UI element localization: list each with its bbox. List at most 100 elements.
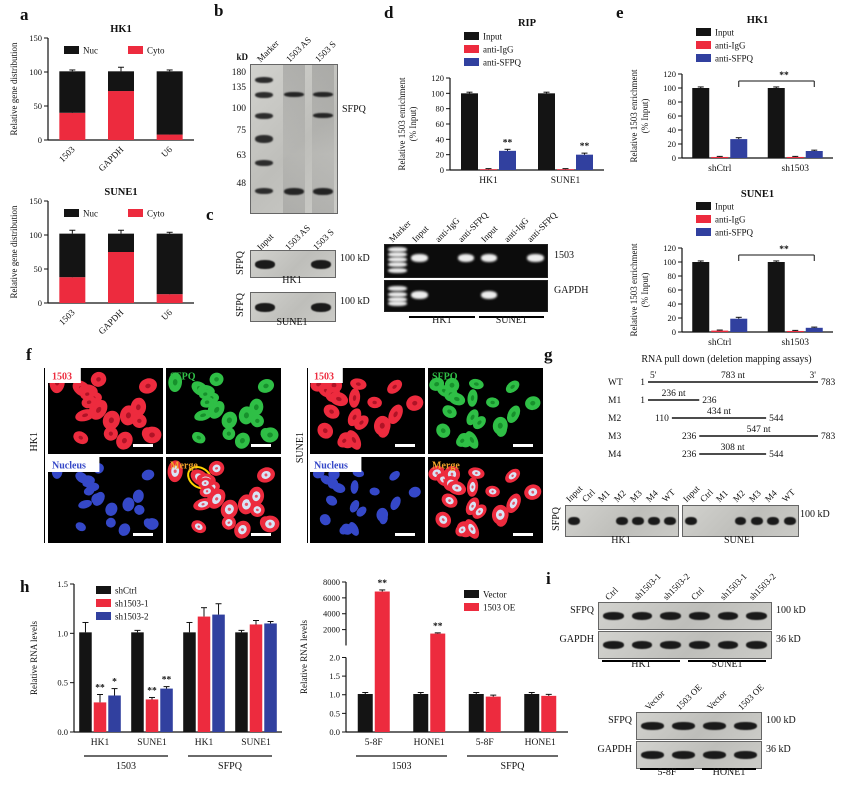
if-tile-sfpq: SFPQ bbox=[428, 368, 543, 454]
channel-label: Merge bbox=[170, 461, 198, 472]
marker-band bbox=[255, 76, 273, 83]
svg-text:8000: 8000 bbox=[323, 577, 340, 587]
protein-band bbox=[746, 641, 767, 649]
svg-text:**: ** bbox=[378, 579, 388, 589]
svg-text:2000: 2000 bbox=[323, 625, 340, 635]
svg-text:236: 236 bbox=[682, 450, 697, 460]
svg-text:Relative RNA levels: Relative RNA levels bbox=[299, 620, 309, 694]
protein-band bbox=[480, 290, 498, 299]
protein-band bbox=[312, 187, 333, 195]
svg-text:M1: M1 bbox=[608, 396, 621, 406]
marker-band bbox=[388, 291, 407, 297]
svg-text:110: 110 bbox=[655, 414, 669, 424]
cell-line-label: HK1 bbox=[282, 275, 302, 286]
svg-text:anti-SFPQ: anti-SFPQ bbox=[715, 228, 754, 238]
protein-band bbox=[746, 612, 767, 620]
svg-text:SFPQ: SFPQ bbox=[218, 761, 243, 772]
svg-text:anti-SFPQ: anti-SFPQ bbox=[483, 58, 522, 68]
svg-text:Input: Input bbox=[483, 32, 502, 42]
chart-d-rip: 0 20 40 60 80 100 120 RIP Relative 1503 enrichme… bbox=[397, 18, 604, 186]
svg-text:anti-SFPQ: anti-SFPQ bbox=[715, 54, 754, 64]
svg-text:**: ** bbox=[580, 142, 590, 152]
lane-label: Input bbox=[479, 223, 500, 244]
svg-text:HONE1: HONE1 bbox=[525, 738, 556, 748]
svg-text:544: 544 bbox=[769, 450, 784, 460]
protein-band bbox=[603, 641, 624, 649]
svg-text:40: 40 bbox=[668, 125, 677, 135]
lane-label: Input bbox=[681, 483, 702, 504]
protein-band bbox=[689, 641, 710, 649]
svg-text:Relative gene distribution: Relative gene distribution bbox=[9, 205, 19, 298]
svg-text:**: ** bbox=[147, 686, 157, 696]
marker-band bbox=[388, 296, 407, 302]
panel-h-label: h bbox=[20, 577, 30, 596]
protein-band bbox=[631, 641, 653, 649]
marker-band bbox=[388, 247, 407, 253]
svg-text:0.0: 0.0 bbox=[329, 727, 340, 737]
lane-label: Vector bbox=[642, 688, 667, 712]
svg-text:50: 50 bbox=[34, 101, 43, 111]
cell-line-label: HK1 bbox=[611, 535, 631, 546]
lane-label: Ctrl bbox=[603, 585, 621, 602]
marker-band bbox=[255, 113, 273, 120]
protein-band bbox=[568, 517, 580, 525]
svg-text:shCtrl: shCtrl bbox=[708, 338, 732, 348]
scale-bar bbox=[395, 444, 415, 447]
lane-label: Marker bbox=[255, 38, 282, 64]
svg-text:Relative 1503 enrichment: Relative 1503 enrichment bbox=[629, 69, 639, 162]
svg-text:anti-IgG: anti-IgG bbox=[483, 45, 514, 55]
rip-gel-1503 bbox=[384, 244, 548, 278]
svg-text:544: 544 bbox=[769, 414, 784, 424]
pulldown-blot-HK1 bbox=[250, 250, 336, 278]
blot-row-label: GAPDH bbox=[597, 744, 632, 755]
group-underline bbox=[478, 316, 544, 318]
lane-labels: Input Ctrl M1 M2 M3 M4 WT bbox=[681, 466, 797, 504]
if-tile-merge: Merge bbox=[166, 457, 281, 543]
size-label: 100 kD bbox=[776, 605, 806, 616]
lane-label: M4 bbox=[643, 488, 660, 504]
svg-text:(% Input): (% Input) bbox=[640, 273, 650, 308]
marker-band bbox=[388, 285, 407, 291]
scale-bar bbox=[251, 444, 271, 447]
label-chip bbox=[310, 368, 343, 383]
svg-text:GAPDH: GAPDH bbox=[96, 307, 125, 336]
lane-smear bbox=[283, 65, 305, 213]
panel-b-label: b bbox=[214, 1, 224, 20]
chart-a-hk1: 0 50 100 150 HK1 Relative gene distribution 15… bbox=[8, 20, 206, 182]
svg-text:60: 60 bbox=[668, 285, 677, 295]
cell-line-vlabel: SUNE1 bbox=[295, 432, 306, 464]
group-label: 5-8F bbox=[657, 767, 677, 778]
lane-label: M1 bbox=[713, 488, 730, 504]
cell-line-label: SUNE1 bbox=[276, 317, 308, 328]
lane-label: sh1503-2 bbox=[660, 571, 692, 602]
if-tile-nucleus: Nucleus bbox=[48, 457, 163, 543]
size-label: 100 kD bbox=[766, 715, 796, 726]
svg-text:50: 50 bbox=[34, 264, 43, 274]
svg-text:1503: 1503 bbox=[57, 307, 77, 327]
protein-band bbox=[641, 722, 664, 730]
lane-label: sh1503-1 bbox=[631, 571, 663, 602]
svg-text:0: 0 bbox=[38, 135, 42, 145]
svg-text:0.0: 0.0 bbox=[57, 727, 68, 737]
label-chip bbox=[48, 457, 100, 472]
lane-label: 1503 OE bbox=[735, 682, 766, 712]
lane-label: Marker bbox=[386, 218, 413, 244]
svg-text:M2: M2 bbox=[608, 414, 621, 424]
svg-text:Relative 1503 enrichment: Relative 1503 enrichment bbox=[629, 243, 639, 336]
chart-h-overexpression: 2000 4000 6000 8000 0.0 0.5 1.0 1.5 2.0 Relative … bbox=[299, 577, 568, 772]
svg-text:150: 150 bbox=[29, 33, 42, 43]
chart-e-hk1: 0 20 40 60 80 100 120 HK1 Relative 1503 enrichme… bbox=[629, 15, 833, 174]
svg-text:5-8F: 5-8F bbox=[365, 738, 383, 748]
svg-text:M4: M4 bbox=[608, 450, 621, 460]
lane-label: anti-IgG bbox=[502, 215, 531, 244]
protein-band bbox=[672, 722, 695, 730]
lane-label: WT bbox=[659, 487, 677, 504]
protein-band bbox=[254, 303, 276, 312]
protein-band bbox=[703, 751, 726, 759]
svg-text:Cyto: Cyto bbox=[147, 46, 165, 56]
if-image: Nucleus bbox=[310, 457, 421, 536]
chart-e-sune1: 0 20 40 60 80 100 120 SUNE1 Relative 1503 enrich… bbox=[629, 189, 833, 348]
lane-label: 1503 AS bbox=[282, 222, 313, 252]
svg-text:1.5: 1.5 bbox=[57, 579, 68, 589]
panel-g-label: g bbox=[544, 345, 553, 364]
